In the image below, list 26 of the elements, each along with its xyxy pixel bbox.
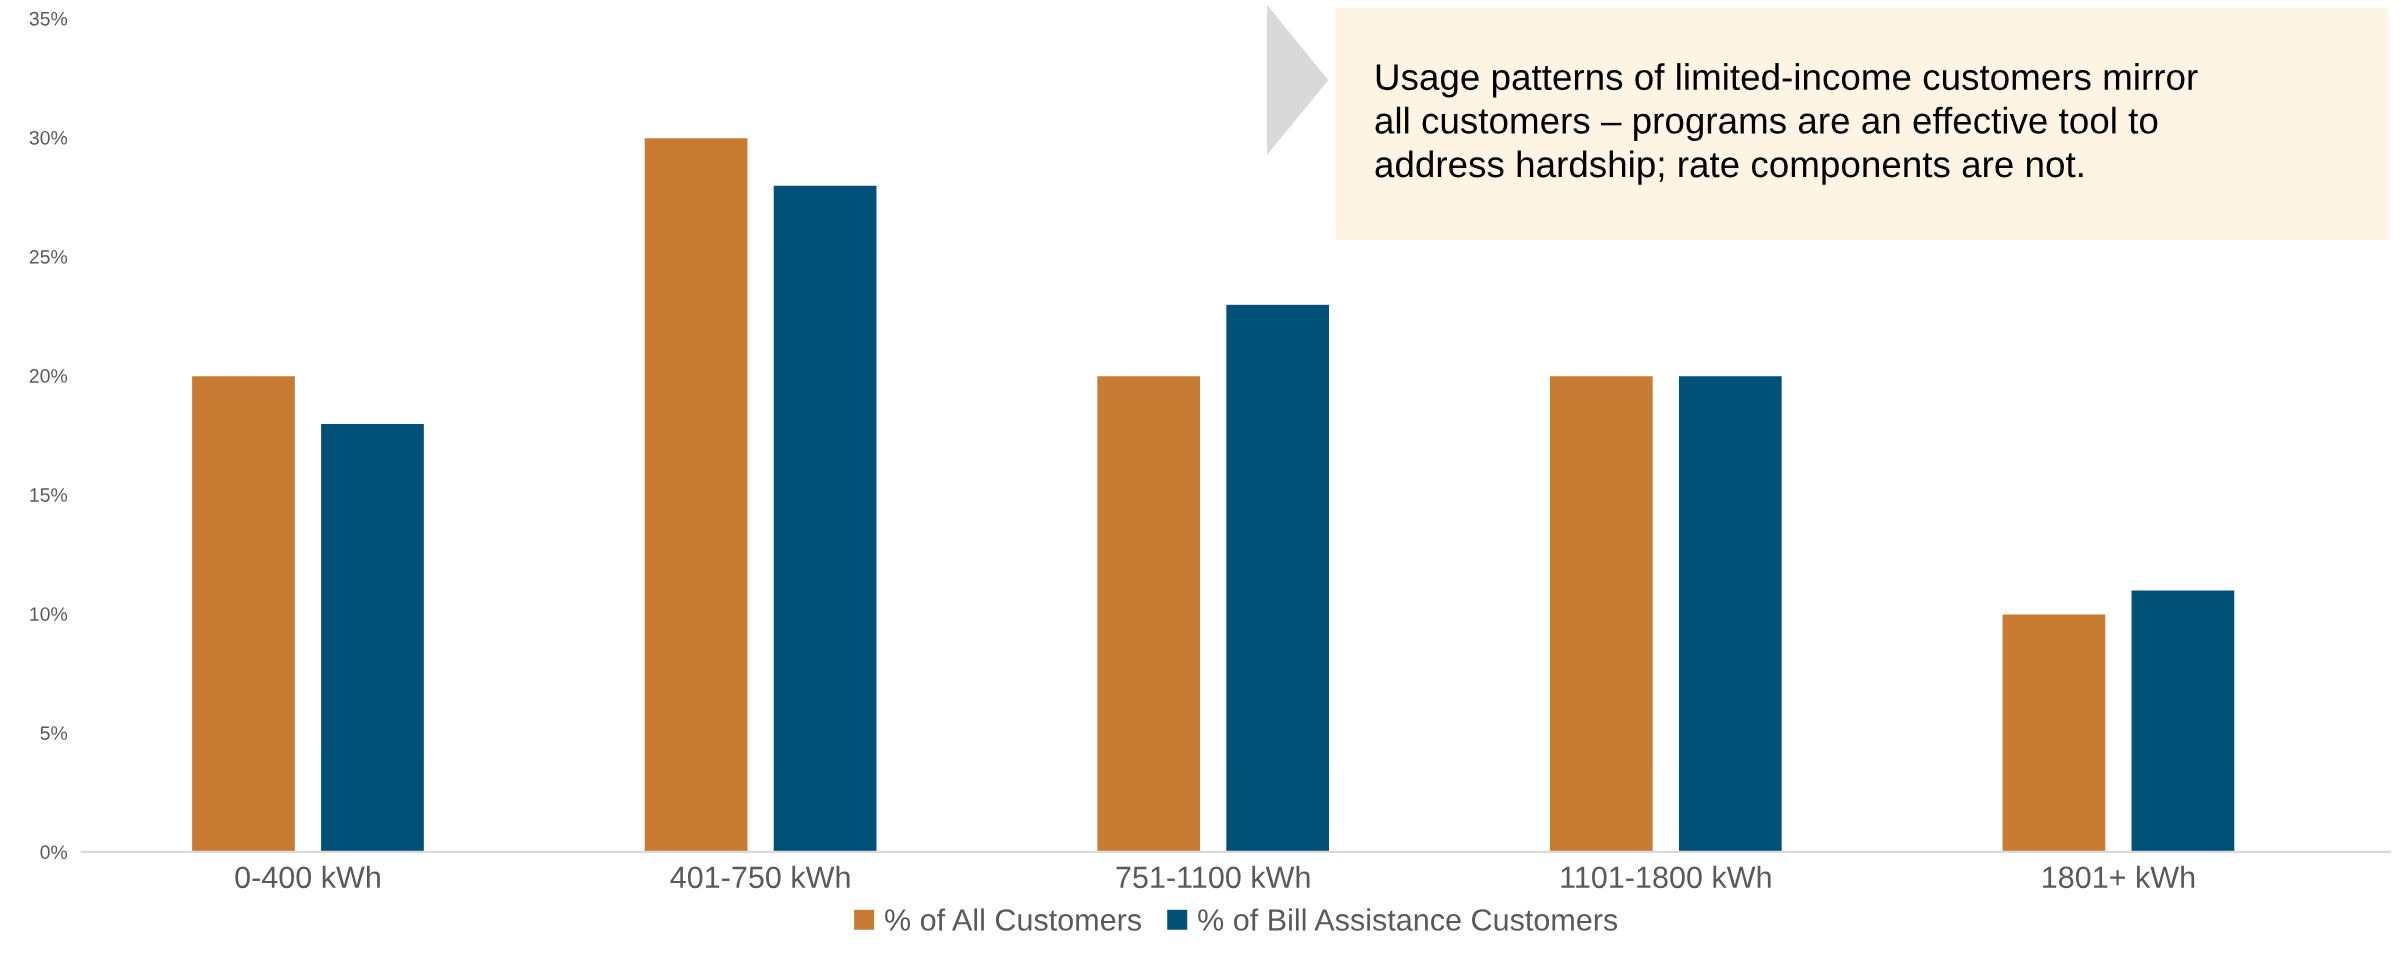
y-tick-label: 5% [40,726,68,741]
bar [772,184,878,852]
bar [2130,589,2236,852]
y-tick-label: 25% [29,249,68,264]
x-tick-label: 751-1100 kWh [1116,865,1310,889]
bar [1548,374,1655,852]
bar [1224,303,1331,852]
y-tick-label: 35% [29,11,68,26]
y-tick-label: 15% [30,488,68,502]
bar [1095,374,1202,852]
annotation: Usage patterns of limited-income customers mirror all customers – programs are an effective tool to address hardship; rate components are not. [1375,63,2198,185]
legend-label: % of Bill Assistance Customers [1198,908,1618,931]
y-tick-label: 20% [29,369,68,383]
x-tick-label: 1101-1800 kWh [1561,865,1771,889]
y-tick-label: 0% [40,845,68,860]
bar [319,422,426,852]
x-tick-label: 1801+ kWh [2043,865,2195,889]
bar [643,136,749,852]
legend-label: % of All Customers [885,908,1141,931]
x-tick-label: 0-400 kWh [235,865,380,889]
y-tick-label: 10% [30,607,68,621]
bar [190,374,297,852]
y-tick-label: 30% [29,130,68,145]
bar [2001,613,2107,852]
bar [1677,374,1784,852]
x-tick-label: 401-750 kWh [670,865,850,889]
